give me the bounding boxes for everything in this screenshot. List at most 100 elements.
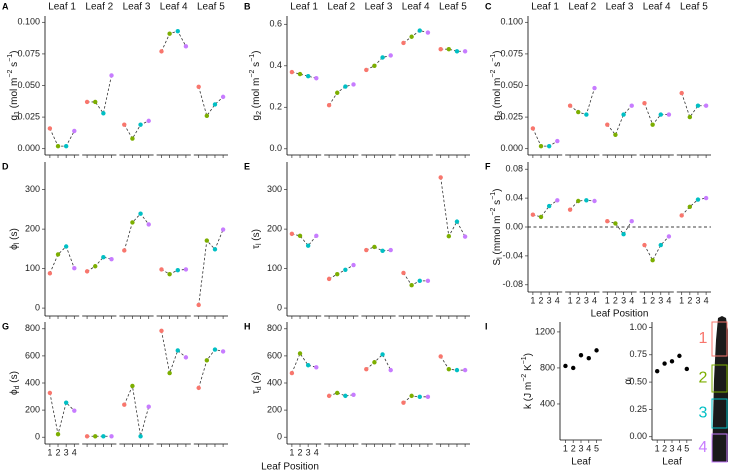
point <box>677 353 682 359</box>
point <box>47 271 53 276</box>
point <box>401 270 406 276</box>
point <box>220 227 226 232</box>
facet-label: Leaf 5 <box>680 2 708 13</box>
x-tick-label: 2 <box>56 447 61 457</box>
x-axis-label: Leaf <box>571 457 591 468</box>
connector <box>607 220 633 235</box>
connector <box>644 236 670 262</box>
x-tick-label: 4 <box>592 295 597 305</box>
y-label-part: l <box>14 242 21 244</box>
connector <box>403 30 429 44</box>
point <box>425 278 431 284</box>
point <box>454 49 460 54</box>
y-tick-label: 0.04 <box>505 192 523 202</box>
point <box>289 370 295 376</box>
y-label-part: ϕ <box>9 389 20 395</box>
point <box>101 111 106 116</box>
point <box>695 103 701 108</box>
y-label-part: (mol m <box>492 78 503 111</box>
x-tick-label: 3 <box>621 295 626 305</box>
point <box>335 390 340 396</box>
point <box>314 365 319 370</box>
point <box>63 400 69 405</box>
x-tick-label: 2 <box>298 447 303 457</box>
x-tick-label: 1 <box>679 295 684 305</box>
y-label-part: ϕ <box>9 244 20 250</box>
point <box>297 233 303 239</box>
connector <box>123 384 150 437</box>
y-label-part: s <box>251 62 262 70</box>
point <box>167 370 172 376</box>
y-label-part: g <box>9 115 20 121</box>
y-tick-label: 0.6 <box>269 19 282 29</box>
point <box>146 118 151 124</box>
connector <box>161 30 187 52</box>
point <box>122 122 127 127</box>
facet-label: Leaf 2 <box>327 2 355 13</box>
x-tick-label: 3 <box>578 443 583 453</box>
point <box>305 243 311 248</box>
y-label-part: −1 <box>249 54 256 62</box>
x-tick-label: 1 <box>642 295 647 305</box>
y-axis-label: k (J m−2 K−1) <box>521 353 533 409</box>
point <box>130 220 135 225</box>
x-tick-label: 2 <box>571 443 576 453</box>
point <box>409 393 414 399</box>
y-label-part: ) <box>492 51 503 54</box>
facet-label: Leaf 1 <box>48 2 76 13</box>
point <box>47 390 53 396</box>
connector <box>161 330 187 375</box>
y-tick-label: 0.50 <box>629 376 647 386</box>
panel-letter: H <box>244 321 251 331</box>
point <box>684 366 690 372</box>
point <box>335 271 340 277</box>
facet-label: Leaf 2 <box>85 2 113 13</box>
panel-letter: G <box>2 321 9 331</box>
point <box>364 67 369 73</box>
point <box>196 385 201 391</box>
point <box>669 359 675 364</box>
facet-label: Leaf 1 <box>290 2 318 13</box>
x-axis-label: Leaf Position <box>591 309 649 320</box>
x-tick-label: 5 <box>684 443 689 453</box>
y-tick-label: 0.25 <box>629 404 647 414</box>
point <box>289 231 295 237</box>
y-tick-label: 0.0 <box>269 143 282 153</box>
position-box <box>711 398 728 429</box>
y-tick-label: 0.075 <box>500 48 523 58</box>
y-label-part: 2 <box>256 111 263 115</box>
point <box>130 136 135 141</box>
x-tick-label: 4 <box>586 443 591 453</box>
y-label-part: (mmol m <box>492 216 503 258</box>
connector <box>328 84 354 106</box>
connector <box>366 55 391 71</box>
facet-label: Leaf 3 <box>606 2 634 13</box>
point <box>159 49 164 54</box>
point <box>388 367 393 373</box>
x-tick-label: 1 <box>605 295 610 305</box>
x-tick-label: 4 <box>629 295 634 305</box>
y-tick-label: 200 <box>25 224 40 234</box>
point <box>687 204 693 209</box>
point <box>72 266 77 271</box>
position-box <box>711 433 728 463</box>
y-tick-label: 0.100 <box>500 17 523 27</box>
point <box>84 434 90 439</box>
point <box>109 256 114 262</box>
y-tick-label: 400 <box>540 398 555 408</box>
point <box>576 109 581 115</box>
point <box>93 264 98 269</box>
point <box>462 234 468 239</box>
point <box>388 53 393 58</box>
connector <box>291 71 317 79</box>
facet-label: Leaf 3 <box>123 2 151 13</box>
y-label-part: 1 <box>14 111 21 115</box>
point <box>530 126 536 131</box>
y-tick-label: 800 <box>267 323 282 333</box>
point <box>159 328 164 334</box>
point <box>425 394 431 400</box>
point <box>314 76 319 81</box>
point <box>297 71 303 77</box>
point <box>343 84 348 89</box>
